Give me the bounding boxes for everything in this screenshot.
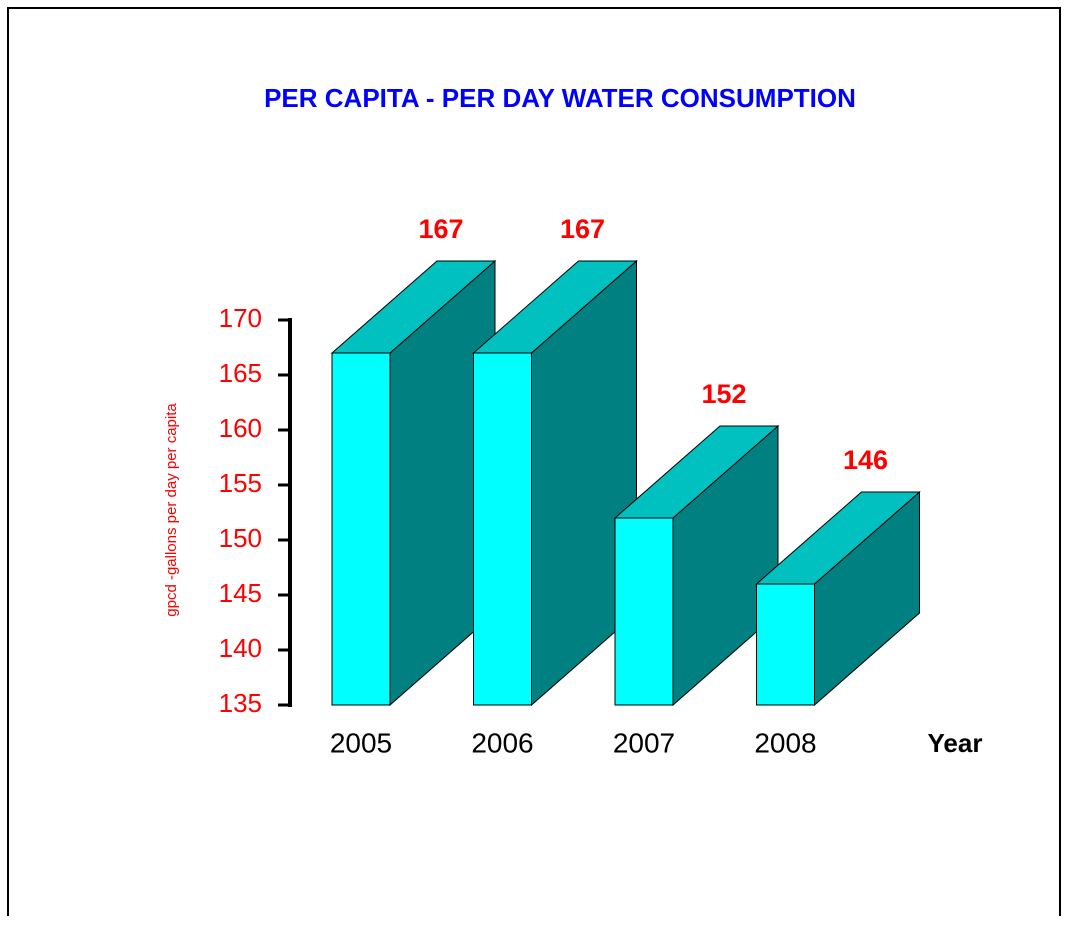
y-tick-label: 165 bbox=[219, 358, 262, 388]
y-tick-label: 155 bbox=[219, 468, 262, 498]
bar bbox=[331, 352, 391, 706]
x-tick-label: 2008 bbox=[754, 727, 816, 758]
y-tick-label: 145 bbox=[219, 578, 262, 608]
value-label: 152 bbox=[701, 379, 746, 409]
y-tick-label: 170 bbox=[219, 303, 262, 333]
bar bbox=[756, 583, 815, 706]
x-tick-label: 2005 bbox=[330, 727, 392, 758]
frame bbox=[7, 7, 1061, 916]
y-tick-label: 140 bbox=[219, 633, 262, 663]
bar bbox=[614, 517, 674, 706]
value-label: 167 bbox=[418, 214, 463, 244]
y-axis-label: gpcd -gallons per day per capita bbox=[163, 403, 180, 617]
y-tick-label: 150 bbox=[219, 523, 262, 553]
bar bbox=[473, 352, 532, 706]
value-label: 146 bbox=[843, 445, 888, 475]
x-axis-label: Year bbox=[928, 728, 983, 758]
x-tick-label: 2006 bbox=[471, 727, 533, 758]
y-tick-label: 160 bbox=[219, 413, 262, 443]
chart-title: PER CAPITA - PER DAY WATER CONSUMPTION bbox=[264, 83, 856, 113]
x-tick-label: 2007 bbox=[613, 727, 675, 758]
value-label: 167 bbox=[560, 214, 605, 244]
y-tick-label: 135 bbox=[219, 688, 262, 718]
